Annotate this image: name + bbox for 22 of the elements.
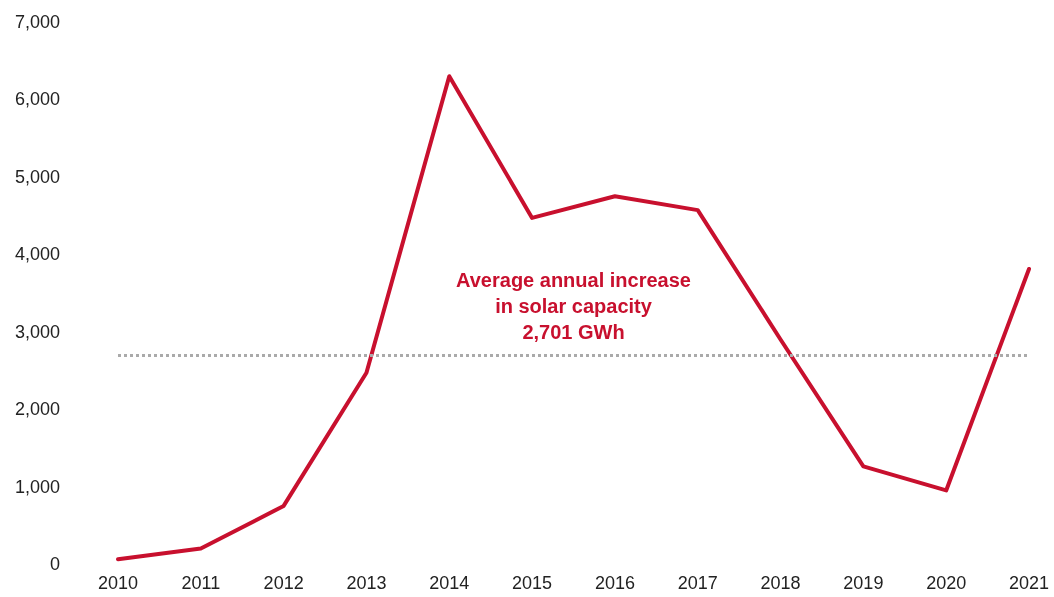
x-tick-label: 2015 [512,573,553,593]
x-tick-label: 2012 [263,573,304,593]
line-series [116,74,1031,562]
y-tick-label: 1,000 [14,476,60,497]
y-tick-label: 0 [49,554,60,574]
x-tick-label: 2013 [346,573,387,593]
x-tick-label: 2016 [594,573,635,593]
y-tick-label: 4,000 [14,244,60,265]
y-tick-label: 7,000 [14,12,60,32]
x-tick-label: 2019 [843,573,884,593]
y-tick-label: 3,000 [14,321,60,342]
x-tick-label: 2021 [1008,573,1050,593]
x-tick-label: 2020 [926,573,967,593]
y-tick-label: 2,000 [14,399,60,420]
x-tick-label: 2018 [760,573,801,593]
x-tick-label: 2017 [677,573,718,593]
y-tick-label: 5,000 [14,166,60,187]
y-tick-label: 6,000 [14,89,60,110]
x-tick-label: 2010 [97,573,139,593]
x-tick-label: 2011 [181,573,221,593]
x-tick-label: 2014 [429,573,470,593]
ref-line-label: Average annual increase in solar capacity 2,701 GWh [456,268,691,343]
